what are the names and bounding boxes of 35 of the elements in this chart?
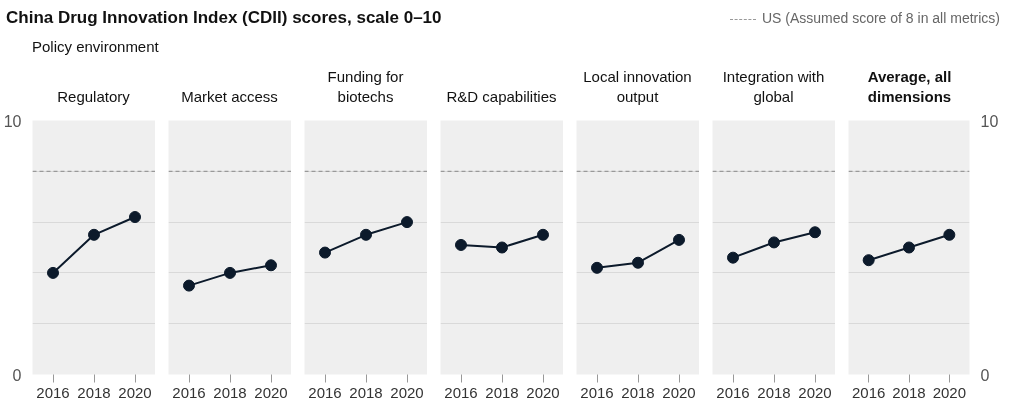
y-tick-label: 0 [12,366,22,384]
x-tick-label: 2016 [36,383,70,401]
chart-title: Market access [180,86,279,106]
chart-title: Funding for biotechs [326,67,405,106]
x-tick-label: 2020 [662,383,696,401]
x-tick-label: 2016 [580,383,614,401]
x-tick-label: 2020 [526,383,560,401]
x-tick-label: 2018 [77,383,111,401]
x-tick-label: 2016 [716,383,750,401]
x-tick-label: 2020 [932,383,967,401]
legend-label: US (Assumed score of 8 in all metrics) [760,10,1000,26]
y-tick-label: 10 [980,112,999,130]
x-tick-label: 2018 [349,383,383,401]
chart-title: Regulatory [56,86,131,106]
chart-title: Integration with global [721,67,826,106]
chart-title: R&D capabilities [445,86,558,106]
chart-title: Average, all dimensions [866,67,953,106]
x-tick-label: 2018 [621,383,655,401]
x-tick-label: 2016 [308,383,342,401]
chart-title: Local innovation output [582,67,693,106]
x-tick-label: 2016 [444,383,478,401]
x-tick-label: 2016 [172,383,206,401]
y-tick-label: 10 [3,112,22,130]
x-tick-label: 2018 [485,383,519,401]
x-tick-label: 2018 [213,383,247,401]
text: Policy environment [32,37,159,57]
x-tick-label: 2020 [390,383,424,401]
x-tick-label: 2018 [757,383,791,401]
x-tick-label: 2020 [254,383,288,401]
x-tick-label: 2020 [798,383,832,401]
y-tick-label: 0 [980,366,990,384]
x-tick-label: 2016 [851,383,886,401]
x-tick-label: 2020 [118,383,152,401]
x-tick-label: 2018 [892,383,926,401]
text: China Drug Innovation Index (CDII) scores, scale 0–10 [6,8,442,27]
